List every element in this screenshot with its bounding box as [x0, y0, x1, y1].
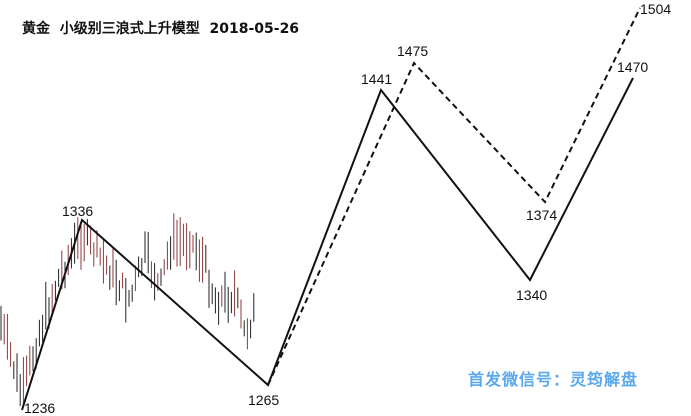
point-label: 1475 [397, 43, 428, 59]
point-label: 1265 [248, 392, 279, 408]
point-label: 1340 [516, 287, 547, 303]
point-label: 1504 [640, 1, 671, 17]
point-label: 1374 [526, 207, 557, 223]
point-labels: 1236 1336 1265 1441 1340 1470 1475 1374 1504 [24, 1, 671, 416]
point-label: 1470 [617, 59, 648, 75]
solid-wave-line [21, 77, 634, 411]
watermark: 首发微信号：灵筠解盘 [468, 370, 639, 389]
point-label: 1236 [24, 400, 55, 416]
chart-title: 黄金 小级别三浪式上升模型 2018-05-26 [22, 21, 300, 37]
point-label: 1441 [361, 71, 392, 87]
wave-lines [21, 7, 641, 411]
price-bars [0, 213, 255, 407]
point-label: 1336 [62, 203, 93, 219]
dashed-wave-line [267, 7, 641, 386]
